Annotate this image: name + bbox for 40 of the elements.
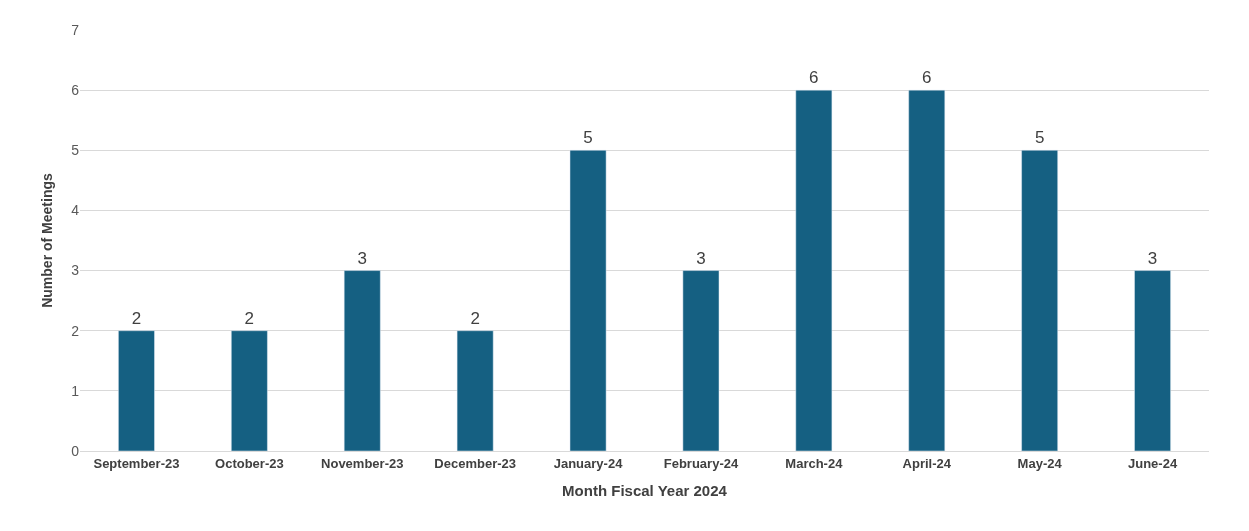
x-tick-label: January-24 xyxy=(553,455,624,471)
x-tick-label: March-24 xyxy=(785,455,844,471)
x-tick-label: June-24 xyxy=(1127,455,1178,471)
x-tick-label: October-23 xyxy=(215,455,284,471)
y-tick-label: 7 xyxy=(71,21,80,38)
x-axis-title: Month Fiscal Year 2024 xyxy=(562,481,728,499)
data-label: 6 xyxy=(809,68,819,88)
data-label: 2 xyxy=(244,308,255,328)
y-tick-label: 4 xyxy=(71,202,80,219)
bar xyxy=(682,270,720,451)
data-label: 2 xyxy=(131,308,142,328)
bar xyxy=(569,150,607,451)
y-tick-label: 1 xyxy=(71,382,80,399)
data-label: 2 xyxy=(470,308,480,328)
bar xyxy=(908,89,946,451)
bar xyxy=(343,270,381,451)
data-label: 6 xyxy=(922,68,932,88)
x-tick-label: May-24 xyxy=(1017,455,1063,471)
y-tick-label: 0 xyxy=(71,442,80,459)
y-tick-label: 3 xyxy=(71,262,80,279)
y-tick-label: 2 xyxy=(71,322,80,339)
data-label: 5 xyxy=(583,128,593,148)
data-label: 3 xyxy=(1147,248,1158,268)
y-tick-label: 6 xyxy=(71,82,80,99)
bar xyxy=(795,89,833,451)
data-label: 3 xyxy=(357,248,367,268)
x-tick-label: December-23 xyxy=(434,455,516,471)
y-axis-title: Number of Meetings xyxy=(38,173,55,308)
bar xyxy=(231,330,268,451)
x-tick-label: February-24 xyxy=(663,455,739,471)
bar xyxy=(1134,270,1171,451)
data-label: 5 xyxy=(1034,128,1045,148)
bar xyxy=(1021,150,1058,451)
bar xyxy=(118,330,155,451)
x-tick-label: November-23 xyxy=(321,455,404,471)
bar xyxy=(456,330,494,451)
data-label: 3 xyxy=(696,248,706,268)
y-tick-label: 5 xyxy=(71,142,80,159)
x-tick-label: April-24 xyxy=(902,455,952,471)
x-tick-label: September-23 xyxy=(93,455,180,471)
